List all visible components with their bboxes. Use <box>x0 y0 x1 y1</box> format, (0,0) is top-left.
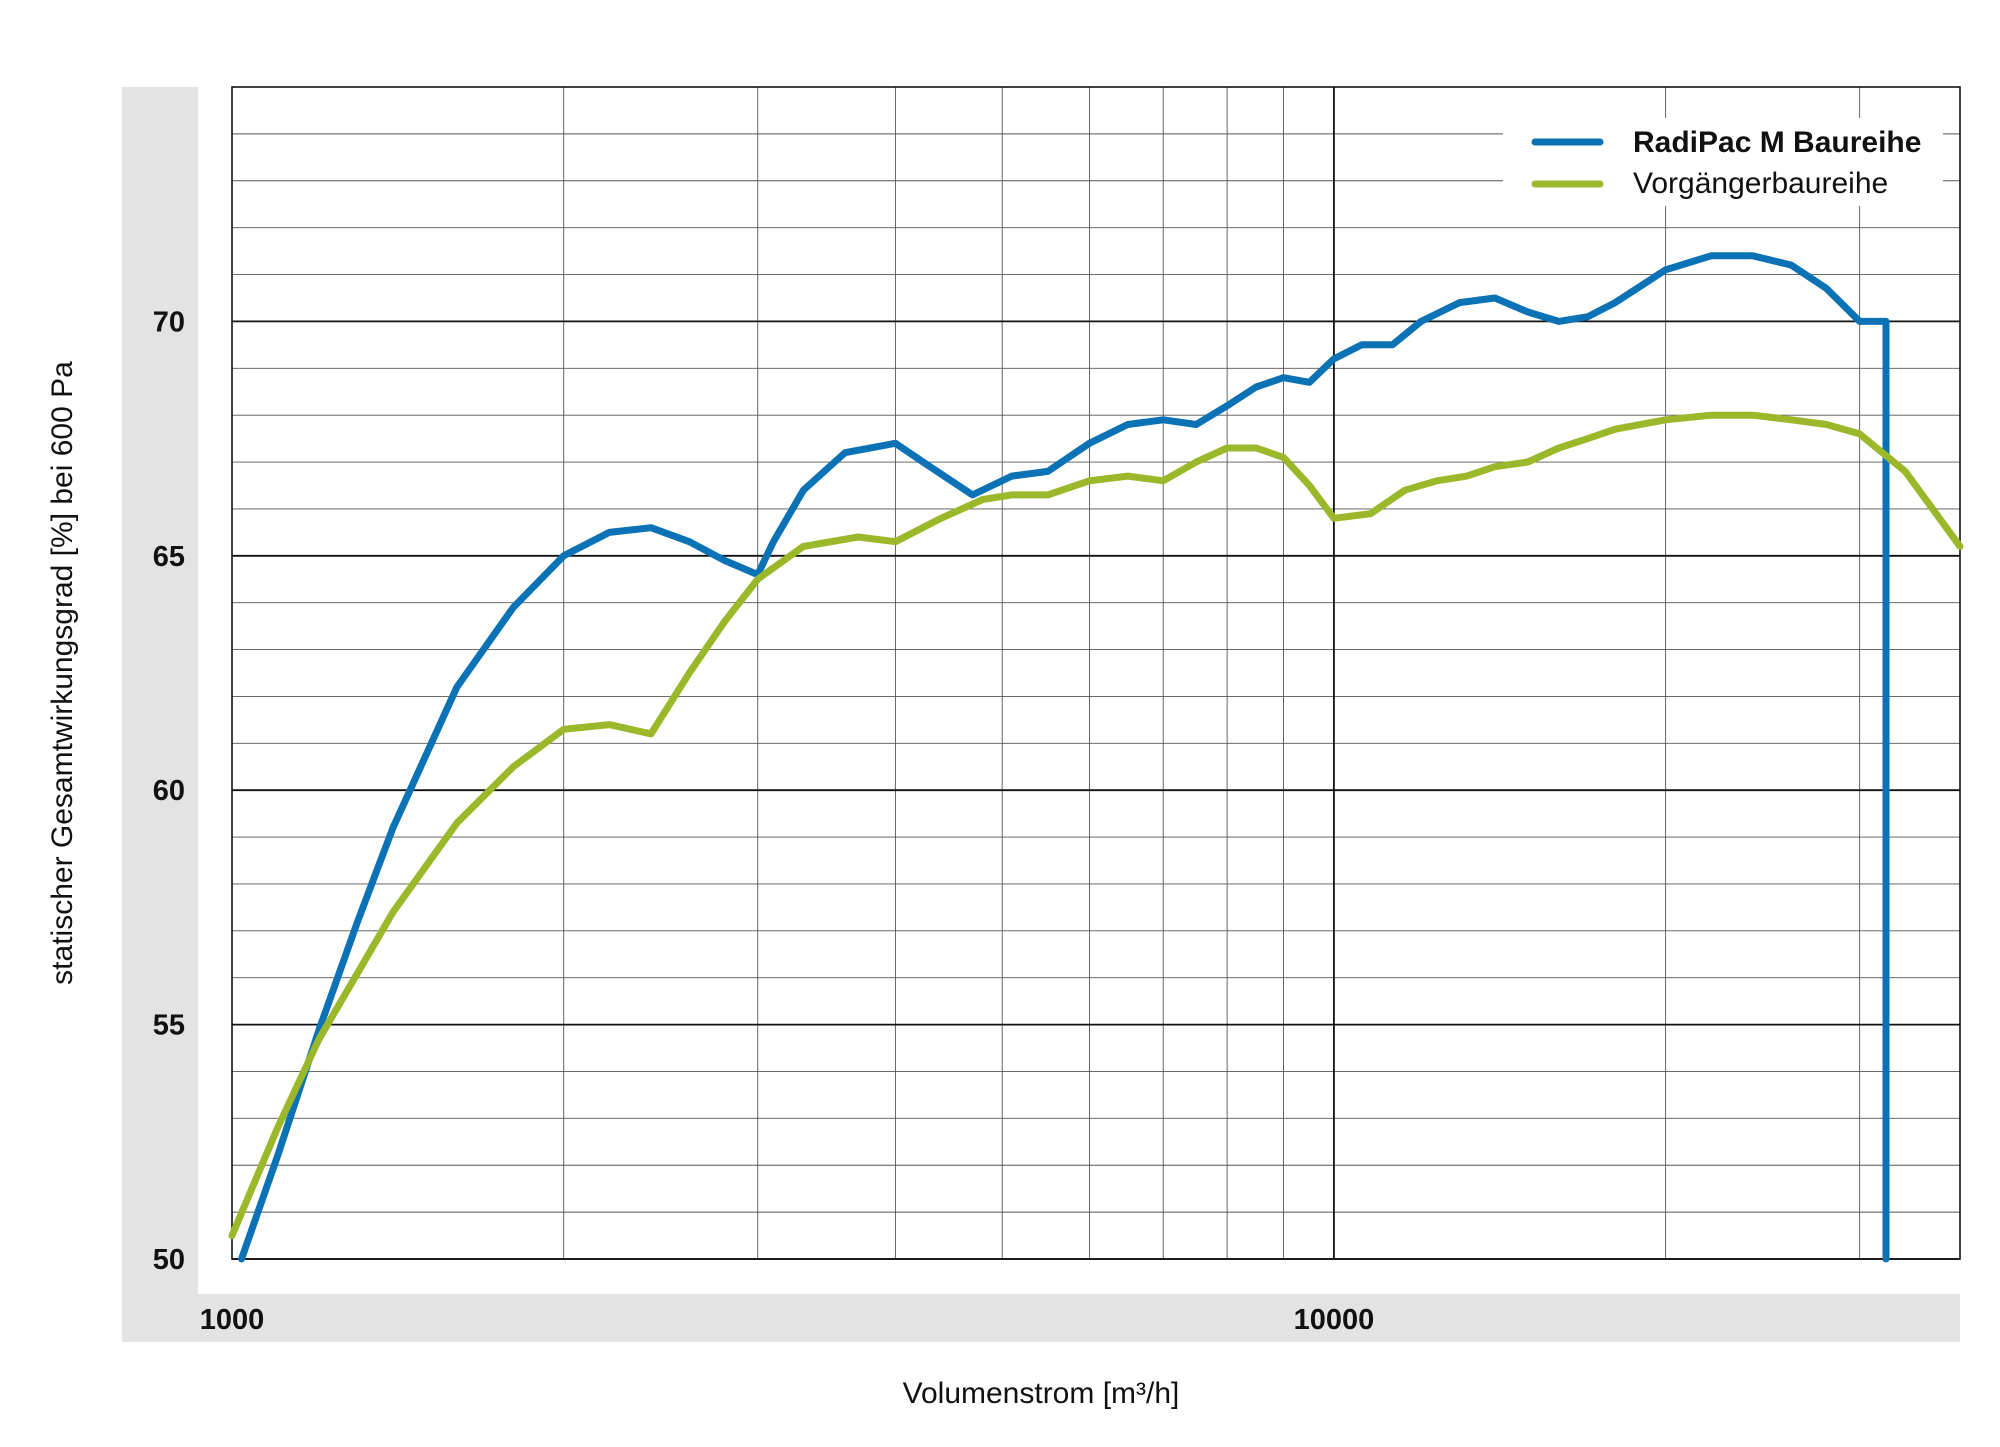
y-tick-labels: 50 55 60 65 70 <box>153 306 185 1276</box>
plot-frame <box>231 86 1961 1260</box>
y-tick-label: 60 <box>153 775 185 807</box>
series-line-radipac <box>238 252 1890 1263</box>
y-tick-label: 65 <box>153 541 185 573</box>
y-tick-label: 70 <box>153 306 185 338</box>
x-axis-band <box>122 1294 1960 1342</box>
y-tick-label: 55 <box>153 1010 185 1042</box>
legend: RadiPac M Baureihe Vorgängerbaureihe <box>1503 118 1943 206</box>
plot-area <box>232 87 1960 1259</box>
x-tick-label: 1000 <box>200 1304 265 1336</box>
y-axis-title: statischer Gesamtwirkungsgrad [%] bei 60… <box>46 361 79 985</box>
y-axis-band <box>122 87 198 1342</box>
y-tick-label: 50 <box>153 1244 185 1276</box>
legend-label-radipac: RadiPac M Baureihe <box>1633 126 1921 159</box>
legend-label-vorgaenger: Vorgängerbaureihe <box>1633 167 1888 200</box>
series-lines <box>228 252 1964 1263</box>
x-axis-title: Volumenstrom [m³/h] <box>903 1377 1180 1410</box>
series-line-vorgaenger <box>228 411 1964 1240</box>
legend-box <box>1503 118 1943 206</box>
x-tick-labels: 1000 10000 <box>200 1304 1374 1336</box>
x-tick-label: 10000 <box>1294 1304 1375 1336</box>
